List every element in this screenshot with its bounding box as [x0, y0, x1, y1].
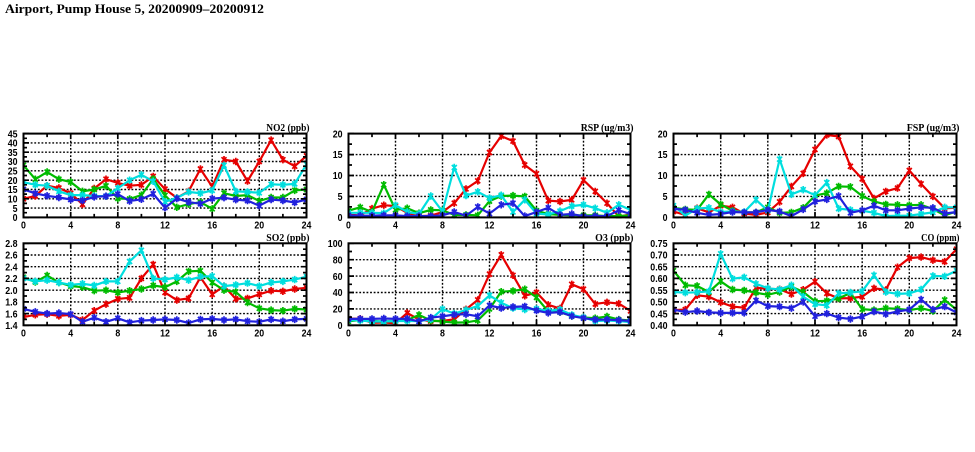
svg-text:40: 40	[8, 139, 18, 150]
svg-text:20: 20	[254, 329, 264, 340]
svg-text:80: 80	[333, 255, 343, 266]
svg-text:16: 16	[532, 221, 542, 232]
svg-text:12: 12	[160, 221, 170, 232]
svg-text:1.6: 1.6	[5, 309, 18, 320]
svg-text:2.2: 2.2	[5, 274, 18, 285]
svg-text:20: 20	[333, 129, 343, 140]
svg-text:0: 0	[21, 221, 26, 232]
svg-text:0.70: 0.70	[650, 251, 667, 262]
svg-text:20: 20	[8, 176, 18, 187]
svg-text:4: 4	[68, 221, 73, 232]
svg-text:12: 12	[810, 221, 820, 232]
svg-text:10: 10	[8, 195, 18, 206]
svg-text:15: 15	[658, 150, 668, 161]
svg-text:15: 15	[333, 150, 343, 161]
svg-text:20: 20	[254, 221, 264, 232]
svg-text:24: 24	[302, 329, 312, 340]
svg-text:0: 0	[346, 221, 351, 232]
svg-text:16: 16	[532, 329, 542, 340]
svg-text:8: 8	[765, 329, 770, 340]
svg-text:0: 0	[346, 329, 351, 340]
svg-text:FSP (ug/m3): FSP (ug/m3)	[907, 122, 960, 134]
svg-text:24: 24	[626, 329, 636, 340]
svg-text:16: 16	[857, 329, 867, 340]
svg-text:0: 0	[338, 213, 343, 224]
svg-text:20: 20	[333, 305, 343, 316]
svg-text:Airport, Pump House 5, 2020090: Airport, Pump House 5, 20200909–20200912	[5, 1, 264, 16]
svg-text:2.4: 2.4	[5, 262, 18, 273]
svg-text:0: 0	[338, 321, 343, 332]
svg-text:100: 100	[328, 239, 343, 250]
svg-text:1.4: 1.4	[5, 321, 18, 332]
svg-text:12: 12	[485, 221, 495, 232]
svg-text:1.8: 1.8	[5, 298, 18, 309]
svg-text:2.0: 2.0	[5, 286, 18, 297]
svg-text:8: 8	[115, 329, 120, 340]
svg-text:4: 4	[718, 221, 723, 232]
svg-text:SO2 (ppb): SO2 (ppb)	[266, 232, 309, 244]
svg-text:25: 25	[8, 167, 18, 178]
svg-text:24: 24	[952, 221, 962, 232]
svg-text:24: 24	[952, 329, 962, 340]
svg-text:2.8: 2.8	[5, 239, 18, 250]
svg-text:0.60: 0.60	[650, 274, 667, 285]
svg-text:0.45: 0.45	[650, 309, 667, 320]
svg-text:4: 4	[393, 221, 398, 232]
svg-text:0: 0	[21, 329, 26, 340]
svg-text:12: 12	[160, 329, 170, 340]
svg-text:8: 8	[115, 221, 120, 232]
svg-text:4: 4	[68, 329, 73, 340]
svg-text:40: 40	[333, 288, 343, 299]
svg-text:16: 16	[857, 221, 867, 232]
svg-text:15: 15	[8, 185, 18, 196]
svg-text:16: 16	[207, 329, 217, 340]
svg-text:60: 60	[333, 272, 343, 283]
svg-text:35: 35	[8, 148, 18, 159]
svg-text:0: 0	[671, 329, 676, 340]
svg-text:0.55: 0.55	[650, 286, 667, 297]
svg-text:12: 12	[485, 329, 495, 340]
svg-text:24: 24	[302, 221, 312, 232]
svg-text:0.50: 0.50	[650, 298, 667, 309]
svg-text:O3 (ppb): O3 (ppb)	[595, 232, 634, 244]
svg-text:5: 5	[338, 192, 343, 203]
svg-text:16: 16	[207, 221, 217, 232]
svg-text:4: 4	[393, 329, 398, 340]
svg-text:CO (ppm): CO (ppm)	[921, 232, 960, 244]
svg-text:0: 0	[671, 221, 676, 232]
svg-text:10: 10	[658, 171, 668, 182]
svg-text:0.75: 0.75	[650, 239, 667, 250]
svg-text:0: 0	[663, 213, 668, 224]
svg-text:0: 0	[13, 213, 18, 224]
svg-text:0.40: 0.40	[650, 321, 667, 332]
svg-text:8: 8	[440, 221, 445, 232]
svg-text:5: 5	[663, 192, 668, 203]
svg-text:45: 45	[8, 129, 18, 140]
svg-text:5: 5	[13, 204, 18, 215]
svg-text:4: 4	[718, 329, 723, 340]
svg-text:8: 8	[440, 329, 445, 340]
svg-text:20: 20	[579, 221, 589, 232]
svg-text:20: 20	[658, 129, 668, 140]
svg-text:10: 10	[333, 171, 343, 182]
svg-text:2.6: 2.6	[5, 251, 18, 262]
svg-text:RSP (ug/m3): RSP (ug/m3)	[581, 122, 634, 134]
svg-text:30: 30	[8, 157, 18, 168]
svg-text:NO2 (ppb): NO2 (ppb)	[266, 122, 309, 134]
svg-text:12: 12	[810, 329, 820, 340]
svg-text:0.65: 0.65	[650, 262, 667, 273]
svg-text:8: 8	[765, 221, 770, 232]
svg-text:20: 20	[904, 329, 914, 340]
svg-text:20: 20	[579, 329, 589, 340]
svg-text:24: 24	[626, 221, 636, 232]
svg-text:20: 20	[904, 221, 914, 232]
